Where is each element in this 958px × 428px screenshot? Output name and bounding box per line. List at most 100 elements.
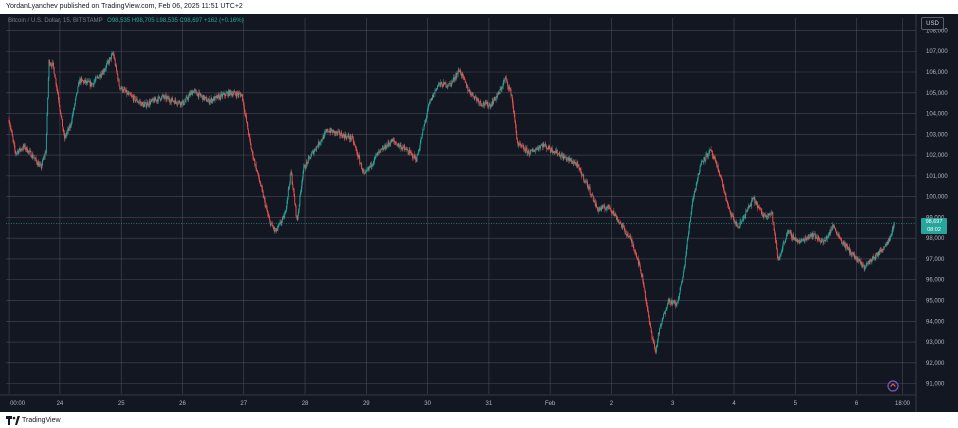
candle-body (660, 325, 662, 327)
candle-body (766, 216, 768, 218)
candle-body (803, 239, 805, 241)
candle-body (615, 213, 617, 216)
candle-body (677, 298, 679, 302)
candle-body (128, 92, 130, 94)
candle-body (483, 102, 485, 105)
candle-body (764, 213, 765, 215)
candle-body (572, 161, 574, 164)
footer-brand[interactable]: TradingView (6, 413, 61, 427)
candle-body (695, 188, 697, 192)
candle-body (289, 174, 291, 184)
candle-body (153, 100, 155, 103)
candle-body (176, 103, 178, 105)
candle-body (18, 150, 20, 154)
candle-body (108, 58, 110, 64)
candle-body (171, 97, 173, 100)
candle-body (796, 239, 798, 242)
candle-body (533, 151, 535, 153)
candle-body (343, 134, 345, 136)
candle-body (276, 228, 278, 231)
candle-body (87, 81, 89, 82)
candle-body (107, 61, 109, 62)
candle-body (82, 80, 84, 82)
goto-realtime-icon[interactable] (887, 380, 899, 392)
candle-body (376, 153, 378, 156)
candle-body (226, 92, 228, 94)
candle-body (143, 103, 144, 107)
candle-body (650, 323, 652, 328)
candle-body (248, 134, 250, 136)
candle-body (567, 157, 569, 159)
btc-price-chart[interactable]: 91,000 92,000 93,000 94,000 95,000 96,000 97,0… (0, 14, 958, 412)
candle-body (688, 232, 689, 237)
candle-body (152, 98, 153, 101)
candle-body (219, 95, 220, 100)
candle-body (389, 143, 391, 145)
candle-body (229, 90, 231, 96)
chart-panel[interactable]: 91,000 92,000 93,000 94,000 95,000 96,000 97,0… (0, 14, 958, 412)
candle-body (188, 95, 190, 100)
candle-body (475, 96, 477, 99)
candle-body (536, 148, 538, 149)
candle-body (83, 80, 85, 84)
candle-body (617, 219, 619, 220)
candle-body (69, 126, 70, 129)
x-tick-label: 3 (671, 401, 675, 407)
candle-body (648, 311, 650, 318)
candle-body (377, 152, 379, 153)
candle-body (31, 156, 33, 158)
candle-body (413, 154, 415, 158)
candle-body (71, 122, 72, 126)
candle-body (868, 261, 870, 262)
candle-body (668, 298, 670, 300)
candle-body (869, 259, 871, 265)
candle-body (893, 224, 895, 229)
candle-body (20, 149, 22, 151)
candle-body (592, 194, 594, 196)
candle-body (780, 252, 782, 254)
candle-body (386, 144, 388, 149)
grid (6, 18, 916, 394)
candle-body (729, 209, 731, 211)
candle-body (469, 89, 471, 92)
candle-body (696, 181, 698, 184)
candle-body (365, 171, 366, 174)
candle-body (338, 131, 340, 132)
candle-body (757, 206, 759, 208)
candle-body (857, 260, 859, 262)
candle-body (505, 78, 507, 80)
candle-body (701, 161, 703, 162)
candle-body (808, 237, 810, 240)
currency-button[interactable]: USD (921, 17, 944, 30)
candle-body (58, 100, 60, 106)
candle-body (62, 127, 64, 132)
candle-body (356, 150, 358, 156)
candle-body (190, 91, 192, 93)
candle-body (374, 156, 376, 158)
candle-body (424, 122, 426, 126)
candle-body (93, 82, 95, 86)
candle-body (238, 93, 240, 94)
candle-body (78, 82, 80, 85)
candle-body (892, 226, 893, 234)
candle-body (125, 90, 126, 92)
candle-body (291, 174, 293, 185)
candle-body (797, 240, 799, 242)
candle-body (84, 79, 86, 82)
candle-body (381, 148, 383, 149)
candle-body (350, 135, 352, 140)
candle-body (51, 64, 52, 67)
candle-body (689, 221, 691, 226)
candle-body (875, 252, 877, 255)
candle-body (22, 145, 24, 150)
candle-body (604, 207, 606, 210)
candle-body (489, 104, 491, 108)
candle-body (469, 91, 471, 95)
candle-body (81, 79, 83, 81)
candle-body (810, 234, 812, 237)
symbol-legend[interactable]: Bitcoin / U.S. Dollar, 15, BITSTAMP O98,… (8, 17, 244, 26)
candle-body (48, 60, 50, 79)
candle-body (205, 97, 207, 98)
candle-body (728, 206, 730, 210)
candle-body (316, 146, 318, 147)
